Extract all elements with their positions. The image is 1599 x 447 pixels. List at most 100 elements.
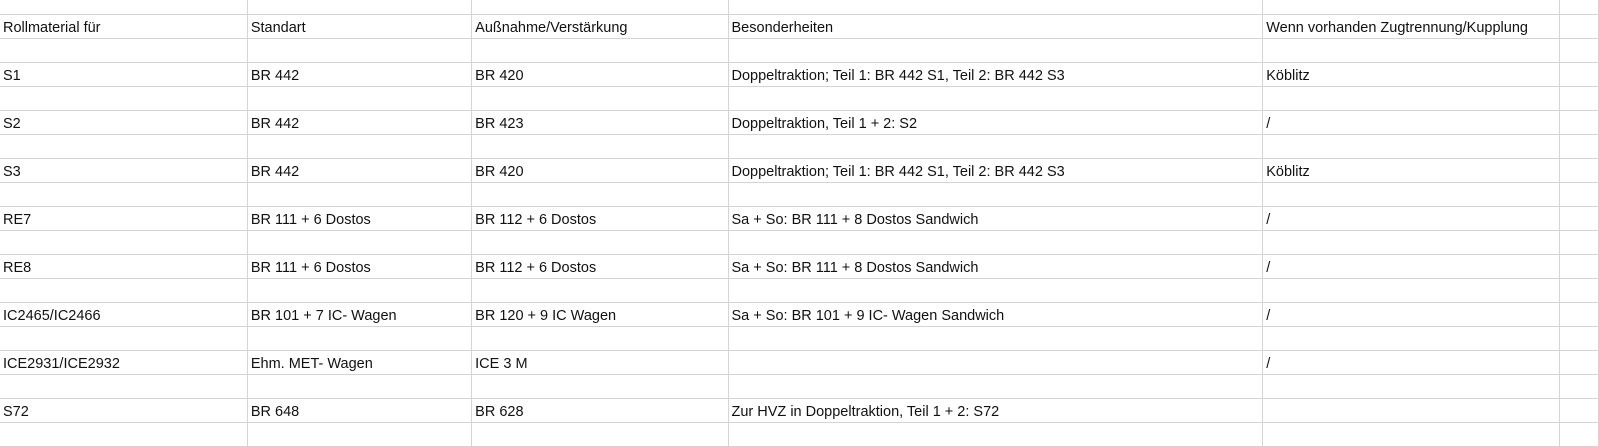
cell[interactable] <box>246 374 473 399</box>
cell[interactable] <box>0 374 248 399</box>
cell[interactable] <box>727 326 1264 351</box>
cell[interactable] <box>1262 134 1561 159</box>
cell[interactable]: Sa + So: BR 111 + 8 Dostos Sandwich <box>727 254 1264 279</box>
cell[interactable] <box>0 422 248 447</box>
cell[interactable] <box>1262 422 1561 447</box>
cell[interactable] <box>1262 182 1561 207</box>
cell[interactable] <box>1559 254 1599 279</box>
cell[interactable] <box>1559 158 1599 183</box>
cell[interactable]: Doppeltraktion, Teil 1 + 2: S2 <box>727 110 1264 135</box>
cell[interactable] <box>0 278 248 303</box>
cell[interactable] <box>471 134 729 159</box>
cell[interactable] <box>727 422 1264 447</box>
cell[interactable] <box>1559 230 1599 255</box>
cell[interactable] <box>727 86 1264 111</box>
cell[interactable] <box>1262 230 1561 255</box>
cell[interactable]: BR 101 + 7 IC- Wagen <box>246 302 473 327</box>
cell[interactable] <box>1559 182 1599 207</box>
cell[interactable] <box>471 0 729 15</box>
cell[interactable]: BR 442 <box>246 158 473 183</box>
cell[interactable] <box>246 0 473 15</box>
cell[interactable] <box>1559 350 1599 375</box>
cell[interactable]: BR 120 + 9 IC Wagen <box>471 302 729 327</box>
cell[interactable] <box>0 134 248 159</box>
cell[interactable] <box>246 182 473 207</box>
cell[interactable]: S2 <box>0 110 248 135</box>
cell[interactable] <box>727 350 1264 375</box>
cell[interactable] <box>727 134 1264 159</box>
cell[interactable] <box>471 38 729 63</box>
cell[interactable] <box>1559 422 1599 447</box>
cell[interactable] <box>727 0 1264 15</box>
cell[interactable] <box>0 326 248 351</box>
cell[interactable]: Köblitz <box>1262 62 1561 87</box>
cell[interactable] <box>1262 398 1561 423</box>
cell[interactable] <box>0 86 248 111</box>
cell[interactable]: ICE 3 M <box>471 350 729 375</box>
cell[interactable] <box>1559 302 1599 327</box>
cell[interactable]: ICE2931/ICE2932 <box>0 350 248 375</box>
cell[interactable] <box>1559 14 1599 39</box>
cell[interactable]: Köblitz <box>1262 158 1561 183</box>
cell[interactable] <box>1559 38 1599 63</box>
cell[interactable] <box>246 134 473 159</box>
cell[interactable] <box>1559 374 1599 399</box>
cell[interactable] <box>471 326 729 351</box>
cell[interactable]: Wenn vorhanden Zugtrennung/Kupplung <box>1262 14 1561 39</box>
cell[interactable] <box>1262 38 1561 63</box>
cell[interactable]: / <box>1262 110 1561 135</box>
cell[interactable]: BR 111 + 6 Dostos <box>246 254 473 279</box>
cell[interactable]: BR 420 <box>471 62 729 87</box>
cell[interactable] <box>246 38 473 63</box>
cell[interactable] <box>727 278 1264 303</box>
cell[interactable]: BR 442 <box>246 110 473 135</box>
cell[interactable] <box>246 86 473 111</box>
cell[interactable] <box>1262 0 1561 15</box>
cell[interactable] <box>0 0 248 15</box>
cell[interactable] <box>1559 398 1599 423</box>
cell[interactable] <box>1559 326 1599 351</box>
cell[interactable]: BR 423 <box>471 110 729 135</box>
cell[interactable] <box>727 230 1264 255</box>
cell[interactable]: / <box>1262 350 1561 375</box>
cell[interactable]: Sa + So: BR 111 + 8 Dostos Sandwich <box>727 206 1264 231</box>
cell[interactable]: / <box>1262 206 1561 231</box>
cell[interactable] <box>1559 278 1599 303</box>
cell[interactable]: / <box>1262 254 1561 279</box>
cell[interactable] <box>0 182 248 207</box>
cell[interactable]: Sa + So: BR 101 + 9 IC- Wagen Sandwich <box>727 302 1264 327</box>
cell[interactable]: / <box>1262 302 1561 327</box>
cell[interactable] <box>471 374 729 399</box>
cell[interactable]: S1 <box>0 62 248 87</box>
cell[interactable]: Doppeltraktion; Teil 1: BR 442 S1, Teil … <box>727 158 1264 183</box>
cell[interactable] <box>727 182 1264 207</box>
cell[interactable] <box>1559 0 1599 15</box>
cell[interactable] <box>246 326 473 351</box>
cell[interactable] <box>1559 86 1599 111</box>
cell[interactable] <box>727 38 1264 63</box>
cell[interactable] <box>246 230 473 255</box>
cell[interactable]: BR 111 + 6 Dostos <box>246 206 473 231</box>
cell[interactable] <box>1559 206 1599 231</box>
cell[interactable]: RE8 <box>0 254 248 279</box>
cell[interactable] <box>1262 278 1561 303</box>
cell[interactable] <box>1262 86 1561 111</box>
cell[interactable]: BR 648 <box>246 398 473 423</box>
cell[interactable]: Besonderheiten <box>727 14 1264 39</box>
cell[interactable] <box>1559 110 1599 135</box>
cell[interactable]: BR 442 <box>246 62 473 87</box>
cell[interactable]: Doppeltraktion; Teil 1: BR 442 S1, Teil … <box>727 62 1264 87</box>
cell[interactable] <box>1262 374 1561 399</box>
cell[interactable] <box>0 230 248 255</box>
cell[interactable]: BR 420 <box>471 158 729 183</box>
cell[interactable] <box>471 86 729 111</box>
cell[interactable]: RE7 <box>0 206 248 231</box>
cell[interactable]: S72 <box>0 398 248 423</box>
cell[interactable]: Rollmaterial für <box>0 14 248 39</box>
cell[interactable]: BR 112 + 6 Dostos <box>471 254 729 279</box>
cell[interactable] <box>246 422 473 447</box>
cell[interactable]: Zur HVZ in Doppeltraktion, Teil 1 + 2: S… <box>727 398 1264 423</box>
cell[interactable]: S3 <box>0 158 248 183</box>
cell[interactable]: IC2465/IC2466 <box>0 302 248 327</box>
cell[interactable] <box>0 38 248 63</box>
